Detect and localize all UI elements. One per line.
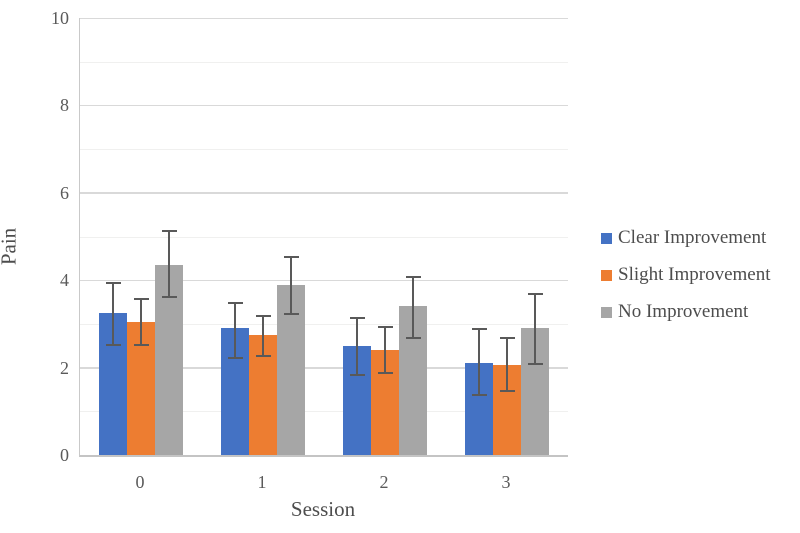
error-bar-cap: [255, 315, 271, 318]
y-tick-label: 0: [60, 445, 69, 465]
error-bar: [227, 302, 243, 359]
error-bar-cap: [377, 326, 393, 329]
error-bar-line: [262, 315, 264, 357]
y-tick-label: 10: [51, 8, 69, 28]
error-bar-cap: [105, 282, 121, 285]
error-bar-cap: [405, 337, 421, 340]
y-axis-title: Pain: [0, 227, 21, 266]
gridline-major: [80, 17, 568, 19]
error-bar-line: [290, 256, 292, 316]
error-bar-cap: [471, 394, 487, 397]
error-bar: [105, 282, 121, 346]
legend-item: Clear Improvement: [601, 227, 771, 249]
error-bar: [377, 326, 393, 375]
error-bar: [161, 229, 177, 298]
y-tick-label: 6: [60, 182, 69, 203]
gridline-minor: [80, 236, 568, 238]
error-bar-cap: [499, 337, 515, 340]
error-bar: [471, 328, 487, 397]
error-bar-cap: [133, 297, 149, 300]
gridline-minor: [80, 149, 568, 151]
error-bar: [349, 317, 365, 377]
gridline-major: [80, 279, 568, 282]
error-bar-line: [234, 302, 236, 359]
legend: Clear Improvement Slight Improvement No Im…: [601, 227, 771, 338]
plot-area: [79, 17, 568, 457]
error-bar-line: [112, 282, 114, 346]
gridline-minor: [80, 323, 568, 325]
gridline-major: [80, 367, 568, 369]
legend-label: No Improvement: [618, 301, 749, 322]
error-bar: [133, 297, 149, 346]
error-bar-cap: [227, 302, 243, 305]
error-bar-cap: [227, 356, 243, 359]
y-tick-label: 2: [60, 357, 69, 378]
error-bar-cap: [377, 372, 393, 375]
error-bar: [405, 275, 421, 340]
legend-item: No Improvement: [601, 301, 771, 323]
error-bar-cap: [161, 229, 177, 232]
error-bar-cap: [283, 256, 299, 259]
gridline-major: [80, 104, 568, 107]
error-bar-line: [506, 337, 508, 392]
error-bar-cap: [133, 343, 149, 346]
error-bar-cap: [255, 354, 271, 357]
x-tick-label: 1: [257, 472, 267, 492]
legend-swatch-icon: [601, 269, 612, 281]
error-bar-cap: [349, 374, 365, 377]
error-bar-cap: [499, 389, 515, 392]
x-tick-label: 2: [379, 472, 389, 492]
error-bar-cap: [527, 363, 543, 366]
gridline-minor: [80, 61, 568, 63]
error-bar-line: [140, 297, 142, 346]
legend-label: Slight Improvement: [618, 264, 771, 285]
error-bar: [283, 256, 299, 316]
x-tick-label: 3: [501, 472, 511, 492]
error-bar-cap: [105, 343, 121, 346]
error-bar-line: [356, 317, 358, 377]
error-bar: [527, 293, 543, 366]
legend-swatch-icon: [601, 232, 612, 244]
x-tick-label: 0: [135, 472, 145, 492]
error-bar-line: [384, 326, 386, 375]
error-bar-cap: [471, 328, 487, 331]
legend-swatch-icon: [601, 306, 612, 318]
y-tick-label: 4: [60, 270, 69, 291]
legend-label: Clear Improvement: [618, 227, 767, 248]
legend-item: Slight Improvement: [601, 264, 771, 286]
error-bar-cap: [161, 295, 177, 298]
y-tick-label: 8: [60, 95, 69, 116]
x-axis-title: Session: [290, 497, 356, 521]
error-bar: [255, 315, 271, 357]
error-bar-line: [412, 275, 414, 340]
error-bar-cap: [283, 313, 299, 316]
error-bar-line: [168, 229, 170, 298]
error-bar-line: [478, 328, 480, 397]
error-bar-cap: [527, 293, 543, 296]
error-bar: [499, 337, 515, 392]
error-bar-line: [534, 293, 536, 366]
gridline-minor: [80, 411, 568, 413]
error-bar-cap: [405, 275, 421, 278]
error-bar-cap: [349, 317, 365, 320]
gridline-major: [80, 192, 568, 194]
